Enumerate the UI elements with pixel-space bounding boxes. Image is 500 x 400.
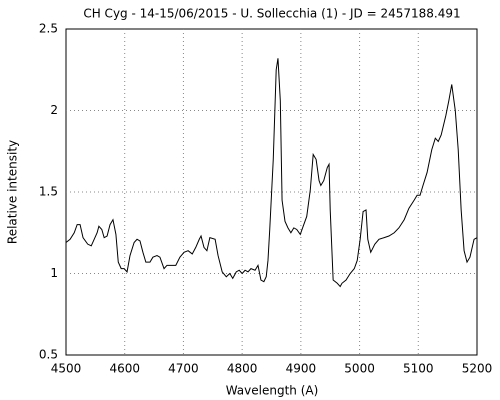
- chart-title: CH Cyg - 14-15/06/2015 - U. Sollecchia (…: [83, 7, 460, 21]
- x-tick-label: 5100: [403, 362, 434, 376]
- y-axis-label: Relative intensity: [6, 140, 20, 244]
- x-tick-label: 5200: [462, 362, 493, 376]
- y-tick-label: 1.5: [39, 185, 58, 199]
- y-tick-label: 2.5: [39, 22, 58, 36]
- y-tick-label: 1: [50, 266, 58, 280]
- x-axis-label: Wavelength (A): [226, 384, 319, 398]
- x-tick-label: 4600: [109, 362, 140, 376]
- spectrum-line: [65, 58, 478, 288]
- y-tick-label: 0.5: [39, 348, 58, 362]
- x-tick-label: 4800: [227, 362, 258, 376]
- x-tick-label: 4500: [51, 362, 82, 376]
- x-tick-label: 5000: [344, 362, 375, 376]
- x-tick-label: 4900: [286, 362, 317, 376]
- y-tick-label: 2: [50, 103, 58, 117]
- x-tick-label: 4700: [168, 362, 199, 376]
